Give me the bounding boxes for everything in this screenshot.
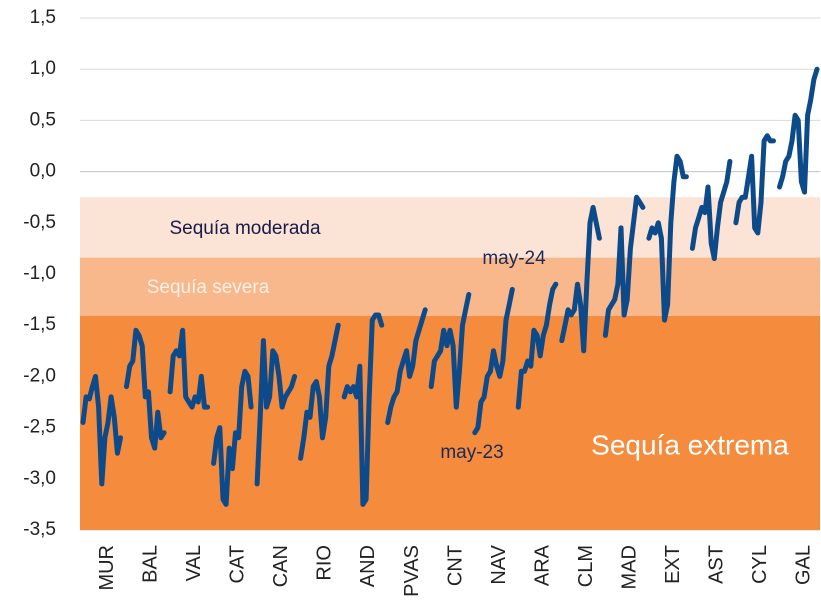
y-tick-label: 0,0 — [30, 161, 56, 182]
region-line — [689, 158, 733, 262]
drought-band — [80, 257, 820, 316]
region-line — [124, 327, 167, 451]
x-tick-label: AND — [357, 545, 379, 587]
x-tick-label: PVAS — [401, 545, 423, 597]
y-tick-label: -0,5 — [23, 212, 56, 233]
x-tick-label: EXT — [662, 545, 684, 584]
region-line — [515, 281, 559, 410]
y-tick-label: -1,5 — [23, 314, 56, 335]
x-tick-label: CNT — [444, 545, 466, 586]
region-line — [341, 312, 385, 507]
x-tick-label: CLM — [575, 545, 597, 587]
x-tick-label: BAL — [140, 545, 162, 583]
x-tick-label: VAL — [183, 545, 205, 581]
annotation: may-23 — [440, 442, 503, 463]
y-tick-label: -2,5 — [23, 417, 56, 438]
annotation: may-24 — [482, 248, 546, 269]
region-line — [777, 66, 820, 195]
x-tick-label: MUR — [96, 545, 118, 591]
x-tick-label: ARA — [531, 544, 553, 586]
region-line — [298, 322, 341, 461]
x-tick-label: CAT — [227, 545, 249, 584]
x-tick-label: NAV — [488, 544, 510, 584]
y-tick-label: -3,0 — [23, 468, 56, 489]
band-label: Sequía extrema — [591, 429, 789, 460]
region-line — [428, 292, 472, 410]
x-tick-label: CAN — [270, 545, 292, 587]
drought-band — [80, 315, 820, 530]
band-label: Sequía severa — [147, 277, 270, 298]
y-tick-label: 1,0 — [30, 58, 56, 79]
region-line — [472, 286, 515, 436]
region-line — [385, 307, 428, 425]
region-line — [211, 368, 254, 507]
region-line — [646, 153, 689, 323]
region-line — [602, 194, 646, 338]
x-tick-label: MAD — [618, 545, 640, 589]
y-tick-label: -2,0 — [23, 365, 56, 386]
x-tick-label: CYL — [749, 545, 771, 584]
band-label: Sequía moderada — [169, 218, 320, 239]
region-line — [80, 373, 123, 487]
region-line — [254, 338, 298, 487]
x-tick-label: AST — [705, 545, 727, 584]
y-tick-label: -1,0 — [23, 263, 56, 284]
region-line — [167, 327, 211, 410]
region-line — [733, 133, 776, 236]
y-tick-label: 1,5 — [30, 7, 56, 28]
y-tick-label: 0,5 — [30, 109, 56, 130]
region-line — [559, 204, 602, 354]
y-tick-label: -3,5 — [23, 519, 56, 540]
x-tick-label: RIO — [314, 545, 336, 581]
x-tick-label: GAL — [793, 545, 815, 585]
